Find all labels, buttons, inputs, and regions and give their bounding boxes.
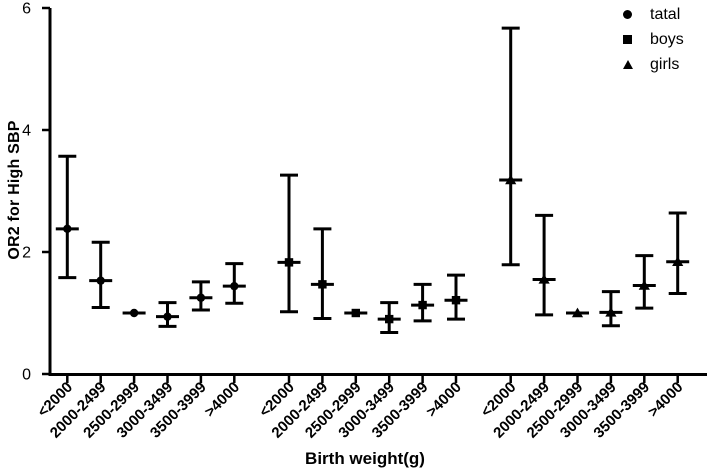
- x-tick-label: >4000: [423, 379, 465, 421]
- y-axis-title: OR2 for High SBP: [6, 120, 23, 260]
- legend-label-girls: girls: [650, 55, 680, 73]
- data-point-square: [318, 280, 327, 289]
- legend: tatal boys girls: [621, 2, 684, 77]
- data-point-square: [284, 258, 294, 267]
- legend-item-total: tatal: [621, 2, 684, 27]
- legend-item-girls: girls: [621, 52, 684, 77]
- data-point-triangle: [505, 174, 517, 185]
- data-point-circle: [163, 312, 172, 321]
- data-point-circle: [230, 281, 239, 291]
- data-point-triangle: [638, 280, 650, 290]
- legend-label-total: tatal: [650, 5, 681, 23]
- y-tick-label: 0: [22, 367, 31, 384]
- data-point-square: [418, 300, 427, 310]
- legend-item-boys: boys: [621, 27, 684, 52]
- data-point-square: [385, 314, 394, 324]
- square-marker-icon: [621, 35, 634, 44]
- x-axis-title: Birth weight(g): [305, 449, 425, 468]
- data-point-circle: [196, 293, 206, 302]
- circle-marker-icon: [621, 10, 634, 19]
- data-point-triangle: [672, 256, 684, 266]
- data-point-circle: [63, 224, 72, 234]
- triangle-marker-icon: [621, 60, 634, 69]
- y-tick-label: 6: [22, 1, 31, 18]
- x-tick-label: >4000: [645, 379, 687, 421]
- y-tick-label: 4: [22, 123, 31, 140]
- data-point-triangle: [605, 306, 617, 317]
- data-point-circle: [129, 308, 139, 318]
- legend-label-boys: boys: [650, 30, 684, 48]
- data-point-square: [451, 295, 461, 305]
- data-point-triangle: [571, 307, 584, 318]
- x-tick-label: >4000: [201, 379, 243, 421]
- data-point-triangle: [538, 274, 550, 284]
- y-tick-label: 2: [22, 245, 31, 262]
- data-point-circle: [96, 276, 105, 285]
- data-point-square: [351, 308, 360, 318]
